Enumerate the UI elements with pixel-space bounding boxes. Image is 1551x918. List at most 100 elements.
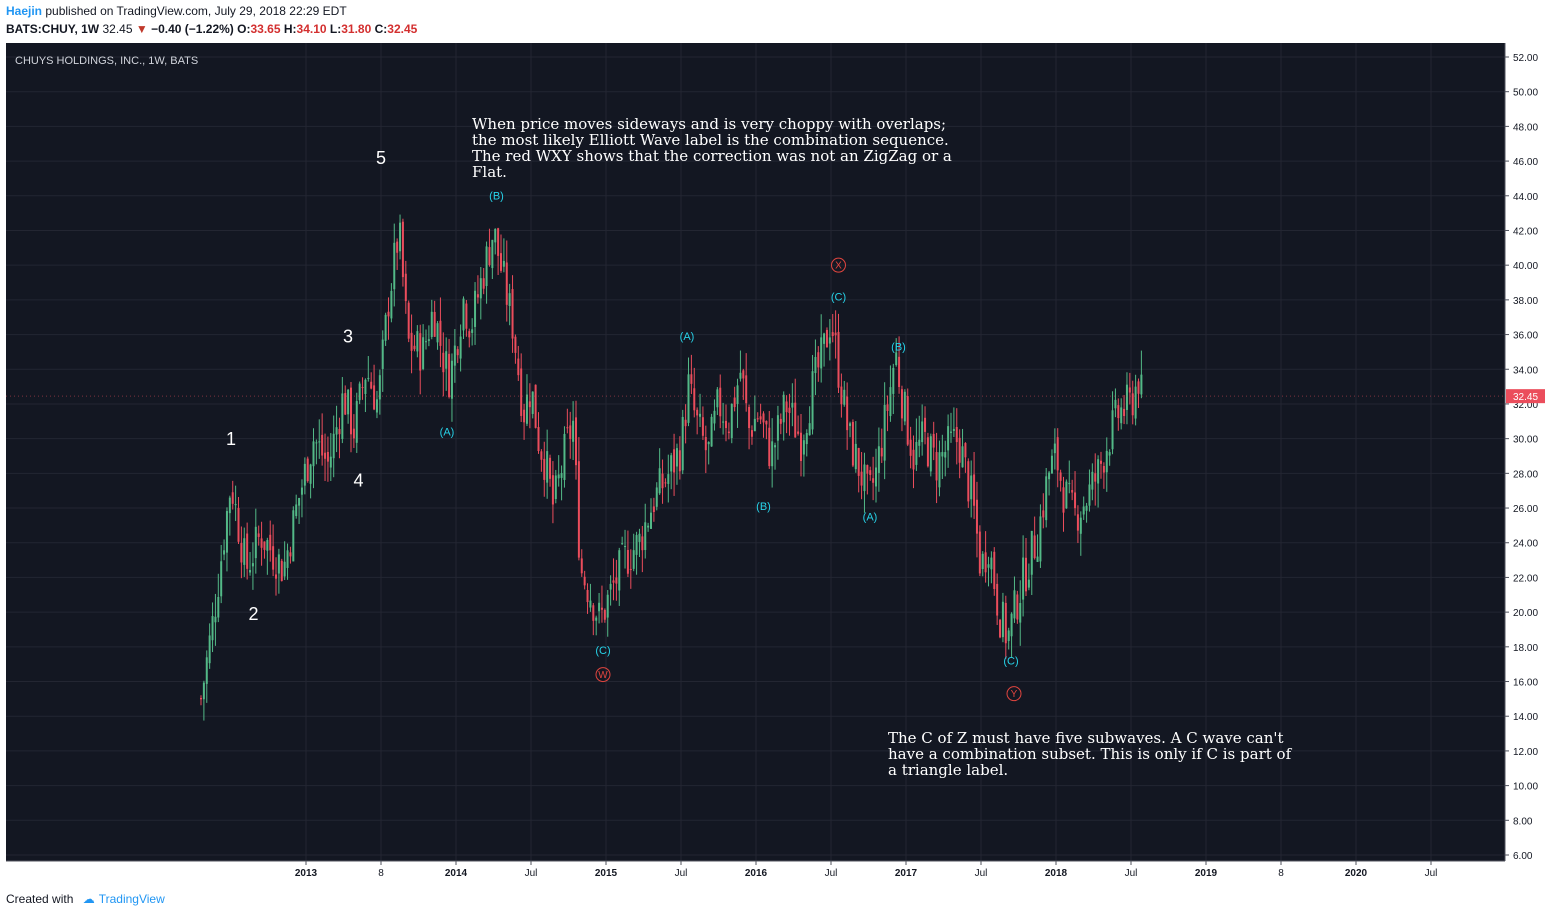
candle-body — [600, 607, 603, 610]
candle-body — [202, 682, 205, 700]
candle-body — [958, 437, 961, 463]
candle-body — [1134, 386, 1137, 419]
candle-body — [808, 423, 811, 436]
candle-body — [1088, 484, 1091, 506]
candle-body — [768, 427, 771, 467]
candle-body — [508, 293, 511, 307]
candle-body — [647, 525, 650, 528]
candle-body — [745, 375, 748, 404]
candle-body — [370, 381, 373, 389]
candle-body — [609, 583, 612, 590]
candle-body — [292, 510, 295, 562]
candle-body — [635, 535, 638, 555]
candle-body — [300, 487, 303, 495]
candle-body — [941, 452, 944, 457]
candle-body — [306, 458, 309, 482]
x-tick-label: Jul — [1125, 868, 1138, 879]
author-link[interactable]: Haejin — [6, 4, 43, 18]
candle-body — [869, 470, 872, 475]
candle-body — [739, 372, 742, 379]
candle-body — [572, 420, 575, 442]
candle-body — [736, 385, 739, 404]
tradingview-link[interactable]: TradingView — [98, 892, 165, 906]
candle-body — [840, 386, 843, 405]
note1-line: the most likely Elliott Wave label is th… — [472, 131, 949, 149]
candle-body — [900, 389, 903, 419]
y-tick-label: 12.00 — [1513, 747, 1538, 758]
publish-info: Haejin published on TradingView.com, Jul… — [6, 4, 347, 18]
symbol-label: BATS:CHUY, 1W — [6, 22, 100, 36]
high-value-group: H:34.10 — [283, 22, 327, 36]
candle-body — [511, 289, 514, 339]
candle-body — [932, 433, 935, 448]
candle-body — [1053, 443, 1056, 454]
symbol-info: BATS:CHUY, 1W 32.45 ▼ −0.40 (−1.22%) O:3… — [6, 22, 417, 36]
candle-body — [1022, 557, 1025, 600]
candle-body — [422, 337, 425, 369]
candle-body — [453, 345, 456, 366]
x-tick-label: 2013 — [295, 868, 318, 879]
tradingview-logo-icon[interactable]: ☁ — [82, 892, 95, 906]
candle-body — [975, 499, 978, 534]
y-tick-label: 32.00 — [1513, 400, 1538, 411]
y-tick-label: 24.00 — [1513, 539, 1538, 550]
candle-body — [820, 337, 823, 369]
last-price-tag-label: 32.45 — [1513, 392, 1538, 403]
candle-body — [1050, 455, 1053, 474]
candle-body — [407, 302, 410, 339]
candle-body — [303, 463, 306, 486]
candle-body — [494, 228, 497, 243]
candle-body — [756, 418, 759, 420]
candle-body — [450, 360, 453, 399]
candle-body — [520, 368, 523, 416]
candle-body — [240, 543, 243, 563]
candle-body — [286, 550, 289, 568]
candle-body — [889, 387, 892, 417]
candle-body — [329, 456, 332, 468]
candle-body — [906, 396, 909, 445]
time-axis[interactable]: 2013 8 2014 Jul 2015 Jul 2016 Jul 2017 Jul 2018 Jul… — [6, 860, 1547, 881]
candle-body — [1062, 487, 1065, 513]
candle-body — [1045, 476, 1048, 521]
candle-body — [1056, 437, 1059, 471]
close-value-group: C:32.45 — [374, 22, 418, 36]
candle-body — [624, 545, 627, 547]
candle-body — [644, 522, 647, 550]
chart-title: CHUYS HOLDINGS, INC., 1W, BATS — [15, 55, 198, 67]
price-chart[interactable]: 52.0050.0048.0046.0044.0042.0040.0038.00… — [6, 43, 1547, 881]
candle-body — [776, 415, 779, 441]
price-axis[interactable]: 52.00 50.00 48.00 46.00 44.00 42.00 40.00 38.00… — [1504, 43, 1547, 881]
candle-body — [393, 242, 396, 290]
candle-body — [1065, 481, 1068, 509]
candle-body — [373, 385, 376, 410]
wave-label: 4 — [353, 471, 363, 491]
x-tick-label: 2020 — [1345, 868, 1368, 879]
time-axis-background — [6, 861, 1547, 881]
x-tick-label: Jul — [675, 868, 688, 879]
candle-body — [523, 409, 526, 423]
y-tick-label: 34.00 — [1513, 365, 1538, 376]
x-tick-label: Jul — [975, 868, 988, 879]
candle-body — [1068, 483, 1071, 485]
x-tick-label: Jul — [525, 868, 538, 879]
candle-body — [266, 539, 269, 551]
wave-label: W — [598, 670, 608, 681]
chart-container[interactable]: 52.00 50.00 48.00 46.00 44.00 42.00 40.00 38.00… — [6, 43, 1547, 881]
candle-body — [788, 407, 791, 413]
candle-body — [419, 333, 422, 371]
wave-label-circle — [831, 257, 846, 273]
candle-body — [603, 610, 606, 620]
candle-body — [831, 332, 834, 336]
candle-body — [540, 451, 543, 460]
candle-body — [898, 356, 901, 387]
candle-body — [748, 407, 751, 429]
candle-body — [970, 475, 973, 500]
candle-body — [681, 416, 684, 471]
y-tick-label: 8.00 — [1513, 816, 1533, 827]
chart-background — [6, 43, 1547, 881]
candle-body — [880, 447, 883, 457]
candle-body — [952, 428, 955, 431]
candle-body — [350, 387, 352, 435]
candle-body — [701, 417, 704, 436]
candle-body — [399, 222, 402, 252]
